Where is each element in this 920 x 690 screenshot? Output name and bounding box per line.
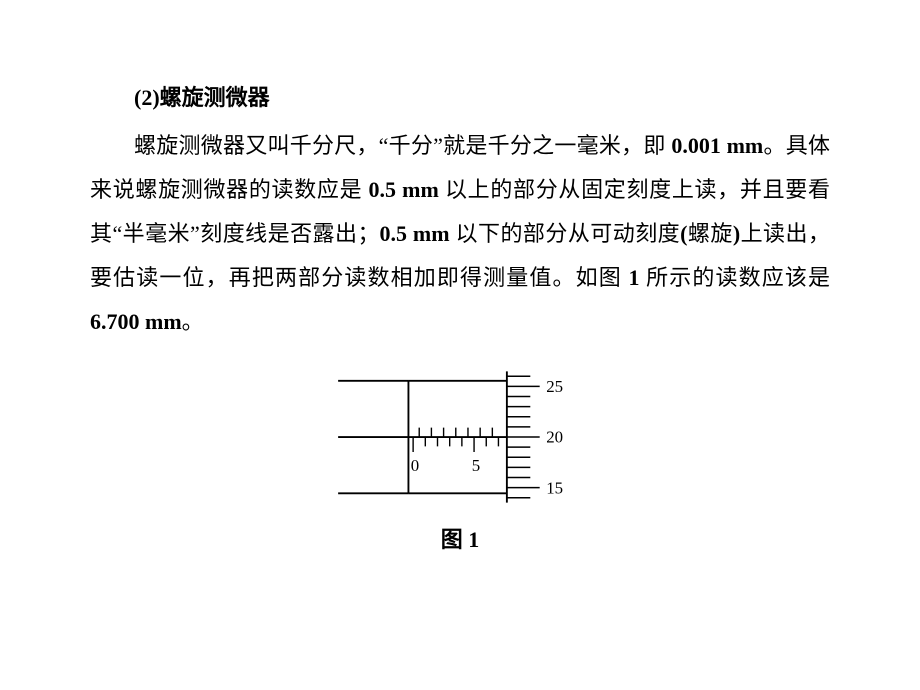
text-bold: 0.5 mm [368,177,438,202]
text-bold: 0.5 mm [379,221,449,246]
figure-caption: 图 1 [90,522,830,554]
text-segment: 螺旋 [687,221,732,246]
svg-text:25: 25 [546,377,563,396]
body-paragraph: 螺旋测微器又叫千分尺，“千分”就是千分之一毫米，即 0.001 mm。具体来说螺… [90,124,830,344]
text-segment: 螺旋测微器又叫千分尺，“千分”就是千分之一毫米，即 [134,133,671,158]
svg-text:5: 5 [472,456,480,475]
text-segment: 所示的读数应该是 [639,265,830,290]
svg-text:15: 15 [546,478,563,497]
text-bold: 6.700 mm [90,309,182,334]
text-segment: 以下的部分从可动刻度 [450,221,681,246]
svg-text:0: 0 [411,456,419,475]
svg-text:20: 20 [546,428,563,447]
diagram-container: 0 5 25 20 15 [90,362,830,512]
micrometer-diagram: 0 5 25 20 15 [320,362,600,512]
text-bold: 0.001 mm [671,133,763,158]
section-heading: (2)螺旋测微器 [90,80,830,112]
text-segment: 。 [182,309,204,334]
text-bold: 1 [628,265,639,290]
